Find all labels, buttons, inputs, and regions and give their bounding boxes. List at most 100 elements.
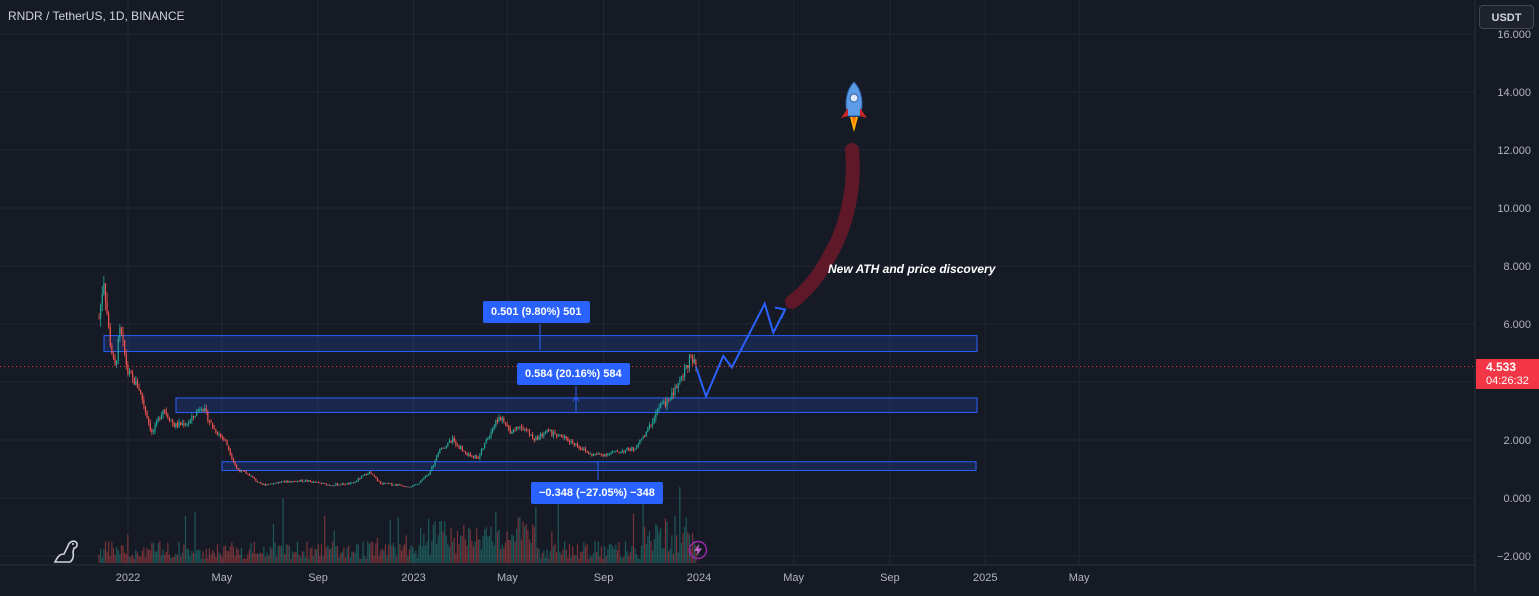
volume-bar xyxy=(116,546,118,563)
candle-body xyxy=(216,432,219,435)
volume-bar xyxy=(210,554,212,563)
volume-bar xyxy=(248,548,251,563)
candle-body xyxy=(416,484,419,486)
candle-body xyxy=(420,480,422,483)
candle-body xyxy=(306,480,308,482)
volume-bar xyxy=(365,558,367,563)
candle-body xyxy=(340,484,342,486)
volume-bar xyxy=(168,554,171,563)
candle-body xyxy=(176,423,179,427)
candle-body xyxy=(388,482,390,484)
volume-bar xyxy=(524,526,526,563)
x-tick-label: May xyxy=(211,572,232,584)
y-tick-label: 6.000 xyxy=(1503,319,1531,331)
candle-body xyxy=(300,479,302,482)
volume-bar xyxy=(200,558,203,563)
measure-label-top[interactable]: 0.501 (9.80%) 501 xyxy=(483,301,590,323)
volume-bar xyxy=(376,537,379,563)
volume-bar xyxy=(333,530,335,563)
candle-body xyxy=(141,392,143,401)
candle-body xyxy=(301,479,303,482)
candle-body xyxy=(632,447,635,450)
volume-bar xyxy=(152,542,155,563)
candle-body xyxy=(540,433,542,437)
volume-bar xyxy=(549,551,551,563)
volume-bar xyxy=(591,556,593,563)
currency-button[interactable]: USDT xyxy=(1479,5,1534,29)
candle-body xyxy=(591,453,593,456)
candle-body xyxy=(469,453,471,456)
candle-body xyxy=(551,430,553,436)
ath-annotation[interactable]: New ATH and price discovery xyxy=(828,262,996,276)
candle-body xyxy=(389,483,391,484)
candle-body xyxy=(372,473,374,475)
volume-bar xyxy=(488,535,491,563)
candle-body xyxy=(543,433,545,436)
volume-bar xyxy=(103,548,105,563)
volume-bar xyxy=(274,542,276,563)
candle-body xyxy=(392,485,395,486)
volume-bar xyxy=(146,548,148,563)
candle-body xyxy=(191,415,193,421)
volume-bar xyxy=(133,558,135,563)
volume-bar xyxy=(546,549,548,563)
volume-bar xyxy=(493,545,495,563)
volume-bar xyxy=(471,541,473,563)
candle-body xyxy=(599,453,601,455)
candle-body xyxy=(124,340,126,355)
candle-body xyxy=(360,476,363,479)
volume-bar xyxy=(276,556,278,563)
measure-label-bottom[interactable]: −0.348 (−27.05%) −348 xyxy=(531,482,663,504)
volume-bar xyxy=(327,545,329,563)
measure-label-middle[interactable]: 0.584 (20.16%) 584 xyxy=(517,363,630,385)
candle-body xyxy=(373,474,375,477)
candle-body xyxy=(522,427,524,429)
lightning-icon[interactable] xyxy=(688,540,708,560)
volume-bar xyxy=(466,545,468,563)
candle-body xyxy=(584,448,587,451)
candle-body xyxy=(618,451,620,453)
y-tick-label: 16.000 xyxy=(1497,29,1531,41)
tradingview-logo-icon[interactable] xyxy=(52,536,82,564)
volume-bar xyxy=(612,546,614,563)
volume-bar xyxy=(663,547,665,563)
volume-bar xyxy=(567,557,569,563)
candle-body xyxy=(692,356,694,363)
candle-body xyxy=(480,449,483,455)
volume-bar xyxy=(432,524,435,563)
volume-bar xyxy=(588,558,590,563)
volume-bar xyxy=(264,556,267,563)
volume-bar xyxy=(143,547,145,563)
volume-bar xyxy=(615,544,617,563)
candle-body xyxy=(143,400,145,407)
volume-bar xyxy=(664,518,667,563)
candle-body xyxy=(429,471,431,475)
candle-body xyxy=(309,480,311,482)
volume-bar xyxy=(445,535,447,563)
candle-body xyxy=(423,477,425,480)
volume-bar xyxy=(287,544,289,563)
volume-bar xyxy=(412,547,414,563)
candle-body xyxy=(247,473,249,475)
volume-bar xyxy=(482,535,484,563)
candle-body xyxy=(237,468,239,470)
candle-body xyxy=(348,483,350,485)
volume-bar xyxy=(258,553,260,563)
candle-body xyxy=(556,433,558,437)
volume-bar xyxy=(128,556,131,563)
volume-bar xyxy=(138,556,140,563)
volume-bar xyxy=(186,548,188,563)
volume-bar xyxy=(242,558,244,563)
candle-body xyxy=(458,446,460,449)
volume-bar xyxy=(671,535,673,563)
candle-countdown: 04:26:32 xyxy=(1486,375,1529,387)
volume-bar xyxy=(213,552,215,563)
volume-bar xyxy=(424,545,427,563)
volume-bar xyxy=(490,526,492,563)
candle-body xyxy=(104,283,107,301)
candle-body xyxy=(621,450,623,453)
candle-body xyxy=(436,456,438,461)
candle-body xyxy=(181,423,183,425)
